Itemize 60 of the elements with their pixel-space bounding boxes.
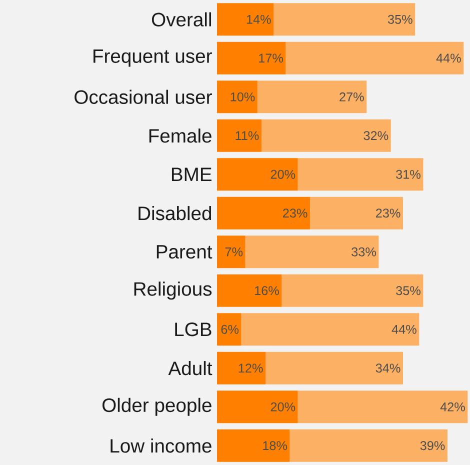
bar	[261, 119, 391, 152]
bar	[282, 274, 424, 307]
data-label: 20%	[270, 402, 296, 412]
bar	[217, 80, 258, 114]
y-tick-label: Adult	[168, 361, 212, 376]
bar	[245, 236, 379, 268]
data-label: 12%	[238, 364, 263, 373]
bar	[217, 274, 282, 307]
y-tick-label: LGB	[175, 322, 212, 336]
bar	[298, 390, 468, 424]
bar	[266, 352, 403, 384]
data-label: 23%	[376, 208, 400, 218]
data-label: 27%	[340, 92, 364, 102]
data-label: 42%	[440, 402, 465, 412]
data-label: 23%	[283, 208, 308, 218]
y-tick-label: BME	[172, 168, 212, 182]
bar	[217, 429, 290, 462]
bar	[257, 80, 367, 114]
bar	[217, 42, 286, 74]
bar	[298, 158, 424, 191]
y-tick-label: Low income	[110, 438, 212, 453]
data-label: 44%	[392, 324, 416, 334]
data-label: 32%	[364, 131, 388, 140]
data-label: 39%	[420, 441, 445, 450]
y-tick-label: Female	[149, 128, 212, 143]
bar	[241, 313, 420, 346]
bar	[217, 352, 266, 384]
data-label: 17%	[259, 54, 284, 63]
data-label: 11%	[236, 131, 259, 140]
data-label: 35%	[396, 286, 420, 296]
bar	[217, 196, 310, 230]
data-label: 33%	[352, 247, 376, 256]
data-label: 34%	[376, 364, 400, 373]
bar	[217, 158, 298, 191]
data-label: 35%	[388, 14, 412, 24]
data-label: 31%	[396, 170, 420, 179]
data-label: 20%	[270, 170, 296, 179]
data-label: 7%	[225, 247, 243, 256]
data-label: 18%	[263, 441, 288, 450]
bar	[217, 3, 274, 36]
data-label: 16%	[255, 286, 279, 296]
bar	[217, 236, 246, 268]
bar	[217, 390, 298, 424]
bar	[217, 313, 242, 346]
y-tick-label: Disabled	[138, 206, 212, 220]
data-label: 44%	[436, 54, 461, 63]
data-label: 14%	[246, 14, 271, 24]
y-tick-label: Parent	[156, 245, 212, 259]
y-tick-label: Frequent user	[94, 49, 212, 67]
y-tick-label: Older people	[102, 398, 212, 416]
bar	[217, 119, 262, 152]
y-tick-label: Religious	[134, 282, 212, 300]
y-tick-label: Overall	[152, 12, 211, 26]
data-label: 6%	[221, 324, 239, 334]
y-tick-label: Occasional user	[74, 90, 212, 104]
bar	[310, 196, 403, 230]
bar	[274, 3, 416, 36]
bar	[290, 429, 448, 462]
data-label: 10%	[230, 92, 255, 102]
bar	[286, 42, 464, 74]
